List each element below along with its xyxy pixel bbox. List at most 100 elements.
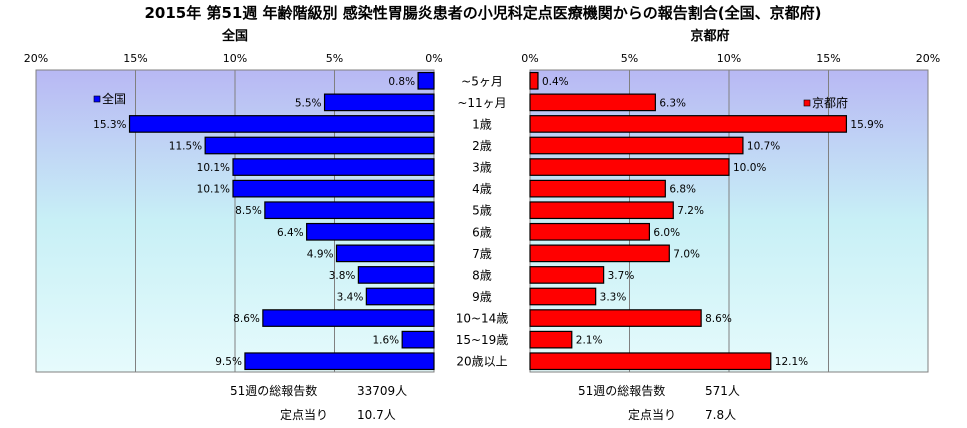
- legend-swatch: [803, 99, 811, 107]
- bar: [529, 158, 730, 176]
- total-reports-label: 51週の総報告数: [578, 383, 665, 398]
- data-label: 10.1%: [197, 162, 230, 174]
- bar: [128, 115, 435, 133]
- bar: [529, 309, 702, 327]
- category-label: 7歳: [472, 247, 492, 261]
- data-label: 8.5%: [235, 205, 262, 217]
- x-tick-label: 15%: [123, 52, 147, 65]
- category-labels: ~5ヶ月 ~11ヶ月 1歳 2歳 3歳 4歳 5歳 6歳 7歳 8歳 9歳 10~14歳 15~19歳 2…: [456, 74, 509, 368]
- x-tick-label: 0%: [425, 52, 442, 65]
- panel-title: 京都府: [690, 28, 729, 44]
- data-label: 3.8%: [329, 270, 356, 282]
- data-label: 10.0%: [733, 162, 766, 174]
- x-tick-label: 20%: [916, 52, 940, 65]
- per-sentinel-value: 7.8人: [705, 408, 736, 422]
- data-label: 6.0%: [653, 227, 680, 239]
- data-label: 8.6%: [233, 313, 260, 325]
- per-sentinel-label: 定点当り: [628, 407, 676, 422]
- legend: 全国: [93, 91, 126, 106]
- bar: [401, 330, 435, 349]
- bar: [529, 115, 848, 133]
- data-label: 15.9%: [850, 119, 883, 131]
- bar: [232, 158, 435, 176]
- category-label: 10~14歳: [456, 312, 509, 326]
- data-label: 5.5%: [295, 97, 322, 109]
- data-label: 0.4%: [542, 76, 569, 88]
- legend-swatch: [93, 95, 101, 103]
- bar: [232, 179, 435, 198]
- data-label: 7.0%: [673, 248, 700, 260]
- bar: [204, 136, 435, 155]
- bar: [365, 287, 435, 306]
- data-label: 6.3%: [659, 97, 686, 109]
- data-label: 4.9%: [307, 248, 334, 260]
- data-label: 10.7%: [747, 141, 780, 153]
- bar: [529, 244, 670, 263]
- total-reports-value: 571人: [705, 384, 740, 398]
- category-label: 8歳: [472, 268, 492, 282]
- bar: [529, 136, 744, 155]
- data-label: 0.8%: [388, 76, 415, 88]
- legend: 京都府: [803, 95, 848, 110]
- x-tick-label: 10%: [717, 52, 741, 65]
- data-label: 12.1%: [775, 356, 808, 368]
- x-tick-label: 5%: [326, 52, 343, 65]
- data-label: 8.6%: [705, 313, 732, 325]
- legend-label: 全国: [102, 91, 126, 106]
- data-label: 3.4%: [337, 292, 364, 304]
- per-sentinel-value: 10.7人: [357, 408, 396, 422]
- data-label: 3.3%: [600, 292, 627, 304]
- data-label: 11.5%: [169, 141, 202, 153]
- category-label: 6歳: [472, 225, 492, 239]
- data-label: 6.4%: [277, 227, 304, 239]
- total-reports-label: 51週の総報告数: [230, 383, 317, 398]
- x-tick-label: 15%: [816, 52, 840, 65]
- bar: [306, 222, 435, 241]
- per-sentinel-label: 定点当り: [280, 407, 328, 422]
- data-label: 3.7%: [608, 270, 635, 282]
- category-label: 1歳: [472, 117, 492, 131]
- x-tick-label: 5%: [621, 52, 638, 65]
- data-label: 1.6%: [372, 335, 399, 347]
- category-label: 9歳: [472, 290, 492, 304]
- bar: [529, 287, 597, 306]
- category-label: 5歳: [472, 204, 492, 218]
- bar: [244, 352, 435, 371]
- bar: [262, 309, 435, 327]
- category-label: 15~19歳: [456, 333, 509, 347]
- category-label: 20歳以上: [456, 355, 507, 369]
- bar: [529, 179, 666, 198]
- category-label: 2歳: [472, 139, 492, 153]
- bar: [335, 244, 435, 263]
- panel-national: 0% 5% 10% 15% 20% 全国 0.8% 5.5% 15.3% 11.5% 10.1% 10…: [24, 28, 443, 422]
- bar: [529, 93, 656, 112]
- panel-kyoto: 0% 5% 10% 15% 20% 京都府 0.4% 6.3% 15.9% 10.7% 10.0% 6…: [521, 28, 940, 422]
- bar: [417, 71, 435, 90]
- data-label: 9.5%: [215, 356, 242, 368]
- data-label: 10.1%: [197, 184, 230, 196]
- bar: [529, 71, 539, 90]
- x-tick-label: 10%: [223, 52, 247, 65]
- legend-label: 京都府: [812, 95, 848, 110]
- data-label: 15.3%: [93, 119, 126, 131]
- bar: [529, 222, 651, 241]
- panel-title: 全国: [221, 28, 248, 44]
- category-label: ~11ヶ月: [457, 96, 506, 110]
- total-reports-value: 33709人: [357, 384, 407, 398]
- category-label: 3歳: [472, 161, 492, 175]
- x-tick-label: 20%: [24, 52, 48, 65]
- bar: [529, 266, 605, 284]
- category-label: 4歳: [472, 182, 492, 196]
- data-label: 2.1%: [576, 335, 603, 347]
- data-label: 7.2%: [677, 205, 704, 217]
- bar: [529, 201, 674, 220]
- bar: [323, 93, 435, 112]
- bar: [264, 201, 435, 220]
- bar: [357, 266, 435, 284]
- bar: [529, 352, 772, 371]
- bar: [529, 330, 573, 349]
- x-tick-label: 0%: [521, 52, 538, 65]
